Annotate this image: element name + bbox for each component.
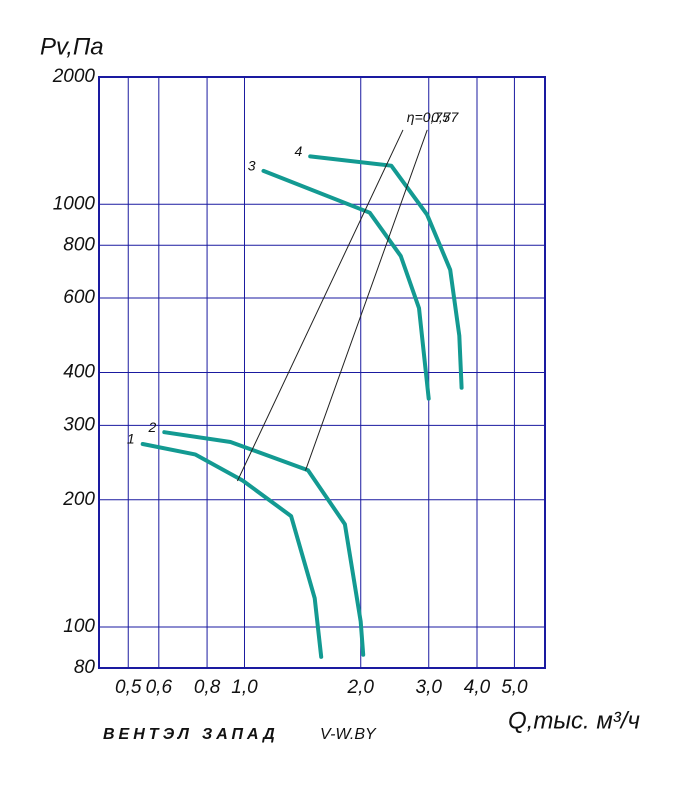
brand-part: ВЕНТЭЛ [103,726,193,743]
series-label: 0,77 [431,109,459,125]
series-label: η=0,75 [407,109,450,125]
x-tick-label: 5,0 [501,677,528,698]
x-tick-label: 4,0 [464,677,491,698]
y-tick-label: 200 [62,489,95,510]
y-tick-label: 1000 [53,193,96,214]
brand-part: ЗАПАД [202,726,279,743]
y-axis-label: Pv,Па [40,33,104,60]
x-tick-label: 0,5 [115,677,142,698]
x-tick-label: 1,0 [231,677,258,698]
plot-frame [98,76,546,669]
y-tick-label: 600 [63,287,95,308]
series-label: 3 [248,158,256,174]
series-line [308,154,464,390]
y-tick-label: 400 [63,362,95,383]
x-axis-label: Q,тыс. м³/ч [508,707,640,734]
x-tick-label: 2,0 [347,677,375,698]
series-line [237,129,404,482]
series-line [162,430,366,657]
x-tick-label: 3,0 [416,677,443,698]
y-tick-label: 800 [63,234,95,255]
series-label: 1 [127,431,135,447]
series-line [305,129,428,471]
y-tick-label: 2000 [52,66,96,87]
y-tick-label: 100 [63,616,95,637]
y-tick-label: 80 [74,657,96,678]
series-line [261,168,431,401]
x-tick-label: 0,6 [146,677,173,698]
x-tick-label: 0,8 [194,677,221,698]
y-tick-label: 300 [63,414,95,435]
brand-site: V-W.BY [320,726,377,743]
series-line [140,442,324,659]
series-label: 4 [294,143,302,159]
series-label: 2 [148,419,157,435]
